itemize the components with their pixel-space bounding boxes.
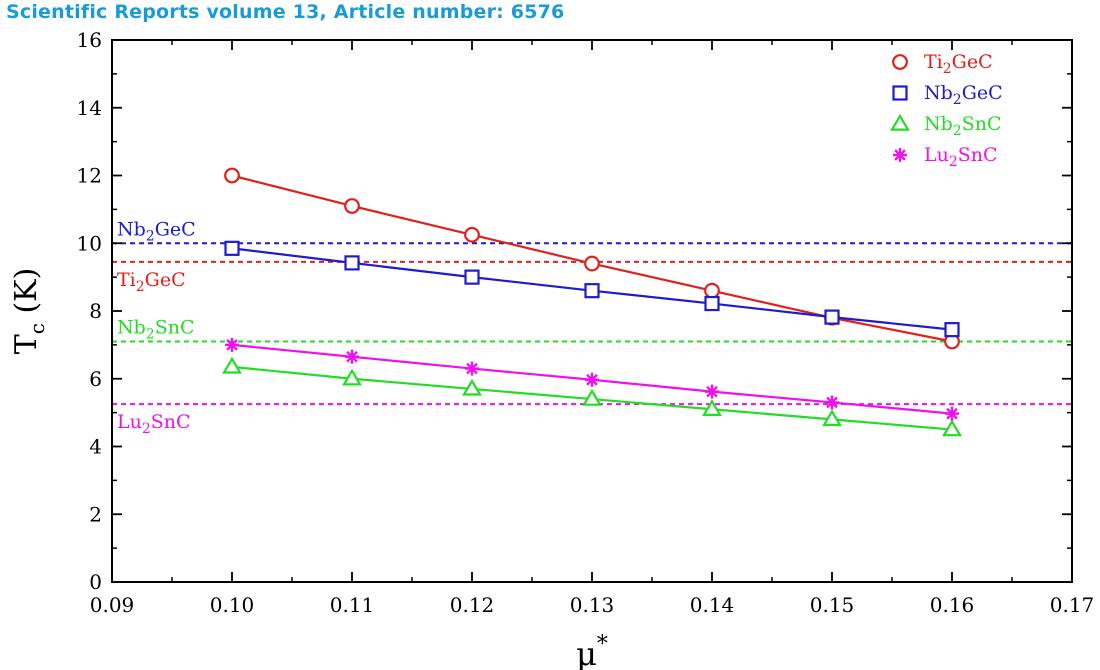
y-axis-title: Tc (K) xyxy=(9,268,49,355)
point-Ti2GeC-4 xyxy=(704,282,720,299)
point-Nb2GeC-6 xyxy=(944,322,960,338)
series-layer xyxy=(222,167,962,437)
y-tick-label-3: 6 xyxy=(89,367,102,391)
legend-marker-Ti2GeC xyxy=(892,54,908,70)
point-Nb2GeC-2 xyxy=(464,269,480,285)
point-Nb2SnC-1 xyxy=(342,368,362,386)
reference-label-Nb2GeC: Nb2GeC xyxy=(117,218,196,244)
legend-label-Nb2GeC: Nb2GeC xyxy=(924,82,1003,108)
point-Ti2GeC-1 xyxy=(344,198,360,214)
point-Nb2SnC-5 xyxy=(822,409,842,427)
point-Lu2SnC-5 xyxy=(825,395,839,410)
y-tick-label-1: 2 xyxy=(89,502,102,526)
x-tick-label-2: 0.11 xyxy=(330,593,375,617)
x-tick-label-0: 0.09 xyxy=(90,593,135,617)
point-Nb2GeC-5 xyxy=(824,309,840,325)
x-axis-title: μ* xyxy=(576,632,608,670)
y-tick-label-2: 4 xyxy=(89,435,102,459)
reference-label-Nb2SnC: Nb2SnC xyxy=(117,316,195,342)
point-Nb2GeC-3 xyxy=(584,283,600,299)
point-Nb2GeC-0 xyxy=(224,240,240,256)
x-tick-label-6: 0.15 xyxy=(810,593,855,617)
y-tick-label-6: 12 xyxy=(77,164,102,188)
legend-marker-Nb2SnC xyxy=(890,113,910,131)
point-Lu2SnC-2 xyxy=(465,361,479,376)
point-Nb2GeC-1 xyxy=(344,255,360,271)
legend: Ti2GeC Nb2GeC Nb2SnC Lu2SnC xyxy=(890,51,1003,170)
header-title: Scientific Reports volume 13, Article nu… xyxy=(6,1,565,23)
point-Nb2SnC-2 xyxy=(462,378,482,396)
y-tick-label-0: 0 xyxy=(89,570,102,594)
x-tick-label-4: 0.13 xyxy=(570,593,615,617)
point-Nb2SnC-0 xyxy=(222,356,242,374)
y-tick-label-4: 8 xyxy=(89,299,102,323)
point-Nb2GeC-4 xyxy=(704,295,720,312)
point-Lu2SnC-1 xyxy=(345,349,359,364)
axes: 0.09 0.10 0.11 0.12 0.13 0.14 0.15 0.16 0.17 0 2 4 6… xyxy=(9,28,1094,670)
reference-label-Ti2GeC: Ti2GeC xyxy=(117,269,186,295)
point-Ti2GeC-2 xyxy=(464,226,480,243)
point-Lu2SnC-4 xyxy=(705,384,719,399)
y-tick-label-7: 14 xyxy=(77,96,102,120)
x-tick-label-7: 0.16 xyxy=(930,593,975,617)
legend-label-Lu2SnC: Lu2SnC xyxy=(924,144,998,170)
x-tick-label-5: 0.14 xyxy=(690,593,735,617)
reference-label-Lu2SnC: Lu2SnC xyxy=(117,411,191,437)
x-tick-label-1: 0.10 xyxy=(210,593,255,617)
point-Lu2SnC-0 xyxy=(225,337,239,352)
point-Lu2SnC-6 xyxy=(945,406,959,421)
x-tick-label-8: 0.17 xyxy=(1050,593,1095,617)
point-Ti2GeC-0 xyxy=(224,167,240,184)
legend-marker-Nb2GeC xyxy=(892,85,908,101)
y-tick-label-8: 16 xyxy=(77,28,102,52)
x-tick-label-3: 0.12 xyxy=(450,593,495,617)
point-Nb2SnC-6 xyxy=(942,419,962,437)
legend-marker-Lu2SnC xyxy=(893,148,907,162)
legend-label-Ti2GeC: Ti2GeC xyxy=(924,51,993,77)
point-Nb2SnC-3 xyxy=(582,388,602,406)
y-tick-label-5: 10 xyxy=(77,231,102,255)
point-Nb2SnC-4 xyxy=(702,399,722,416)
point-Ti2GeC-3 xyxy=(584,255,600,272)
point-Lu2SnC-3 xyxy=(585,372,599,387)
legend-label-Nb2SnC: Nb2SnC xyxy=(924,113,1002,139)
